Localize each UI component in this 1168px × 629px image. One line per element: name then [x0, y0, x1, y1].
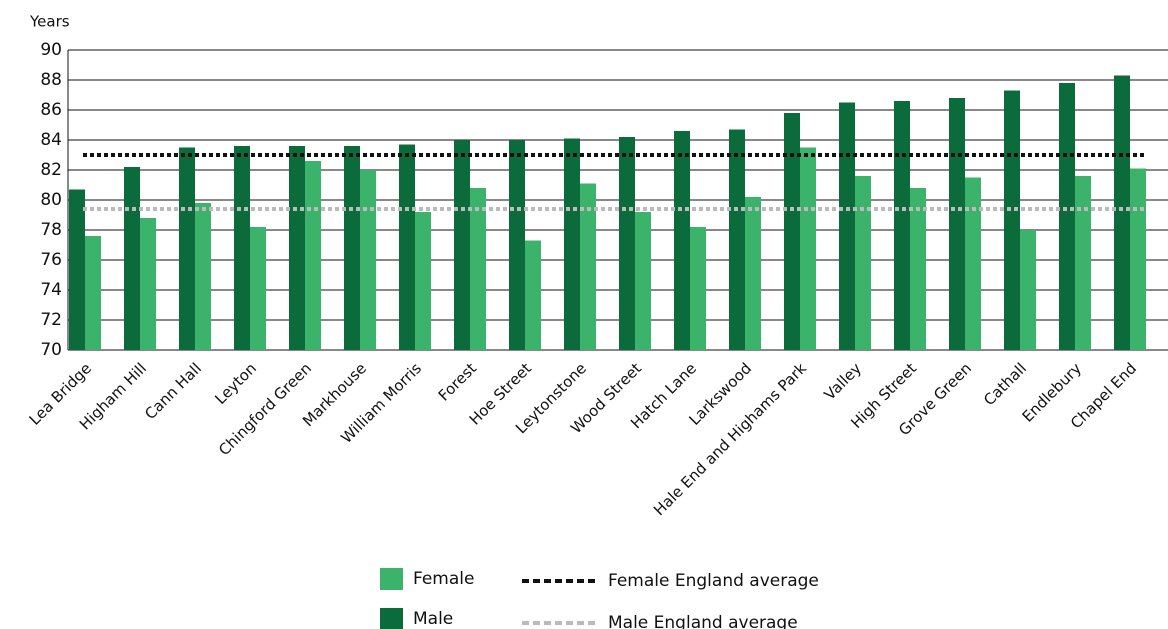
bar — [729, 129, 745, 350]
bar — [564, 138, 580, 350]
bar — [509, 140, 525, 350]
y-tick-label: 78 — [40, 220, 62, 240]
bar — [635, 212, 651, 350]
bar — [674, 131, 690, 350]
bar — [800, 147, 816, 350]
bar — [784, 113, 800, 350]
y-tick-label: 70 — [40, 340, 62, 360]
bar — [690, 227, 706, 350]
bar — [69, 189, 85, 350]
bar — [855, 176, 871, 350]
bar — [470, 188, 486, 350]
bar — [250, 227, 266, 350]
bar — [454, 140, 470, 350]
bar — [525, 240, 541, 350]
bar — [949, 98, 965, 350]
bar — [580, 183, 596, 350]
bar — [1020, 230, 1036, 350]
legend-label: Female — [413, 569, 474, 589]
legend-swatch — [380, 568, 403, 590]
bar — [399, 144, 415, 350]
bar — [360, 170, 376, 350]
legend-label: Female England average — [608, 571, 819, 591]
y-tick-label: 74 — [40, 280, 62, 300]
bar — [195, 203, 211, 350]
y-axis-label: Years — [29, 13, 70, 31]
bar — [140, 218, 156, 350]
y-tick-label: 84 — [40, 130, 62, 150]
bar — [1004, 90, 1020, 350]
y-tick-label: 80 — [40, 190, 62, 210]
bar — [1130, 168, 1146, 350]
bar — [1114, 75, 1130, 350]
x-tick-label: Forest — [435, 359, 480, 404]
x-tick-label: Chingford Green — [215, 359, 315, 459]
y-tick-label: 72 — [40, 310, 62, 330]
x-tick-label: Cathall — [980, 359, 1030, 409]
x-tick-label: Valley — [821, 359, 865, 403]
bar — [619, 137, 635, 350]
bar — [85, 236, 101, 350]
x-tick-label: Leyton — [211, 359, 260, 408]
bar — [1075, 176, 1091, 350]
bar — [179, 147, 195, 350]
bar — [965, 177, 981, 350]
y-tick-label: 82 — [40, 160, 62, 180]
bar — [234, 146, 250, 350]
legend-label: Male — [413, 609, 453, 629]
bar — [745, 197, 761, 350]
y-tick-label: 90 — [40, 40, 62, 60]
y-tick-label: 88 — [40, 70, 62, 90]
y-tick-label: 86 — [40, 100, 62, 120]
legend-swatch — [380, 608, 403, 629]
bar — [415, 212, 431, 350]
bar — [894, 101, 910, 350]
bar — [289, 146, 305, 350]
y-tick-label: 76 — [40, 250, 62, 270]
bar — [305, 161, 321, 350]
bar — [1059, 83, 1075, 350]
bar — [124, 167, 140, 350]
bar — [344, 146, 360, 350]
x-tick-label: Cann Hall — [141, 359, 205, 423]
bar — [839, 102, 855, 350]
legend-label: Male England average — [608, 613, 798, 629]
bar — [910, 188, 926, 350]
